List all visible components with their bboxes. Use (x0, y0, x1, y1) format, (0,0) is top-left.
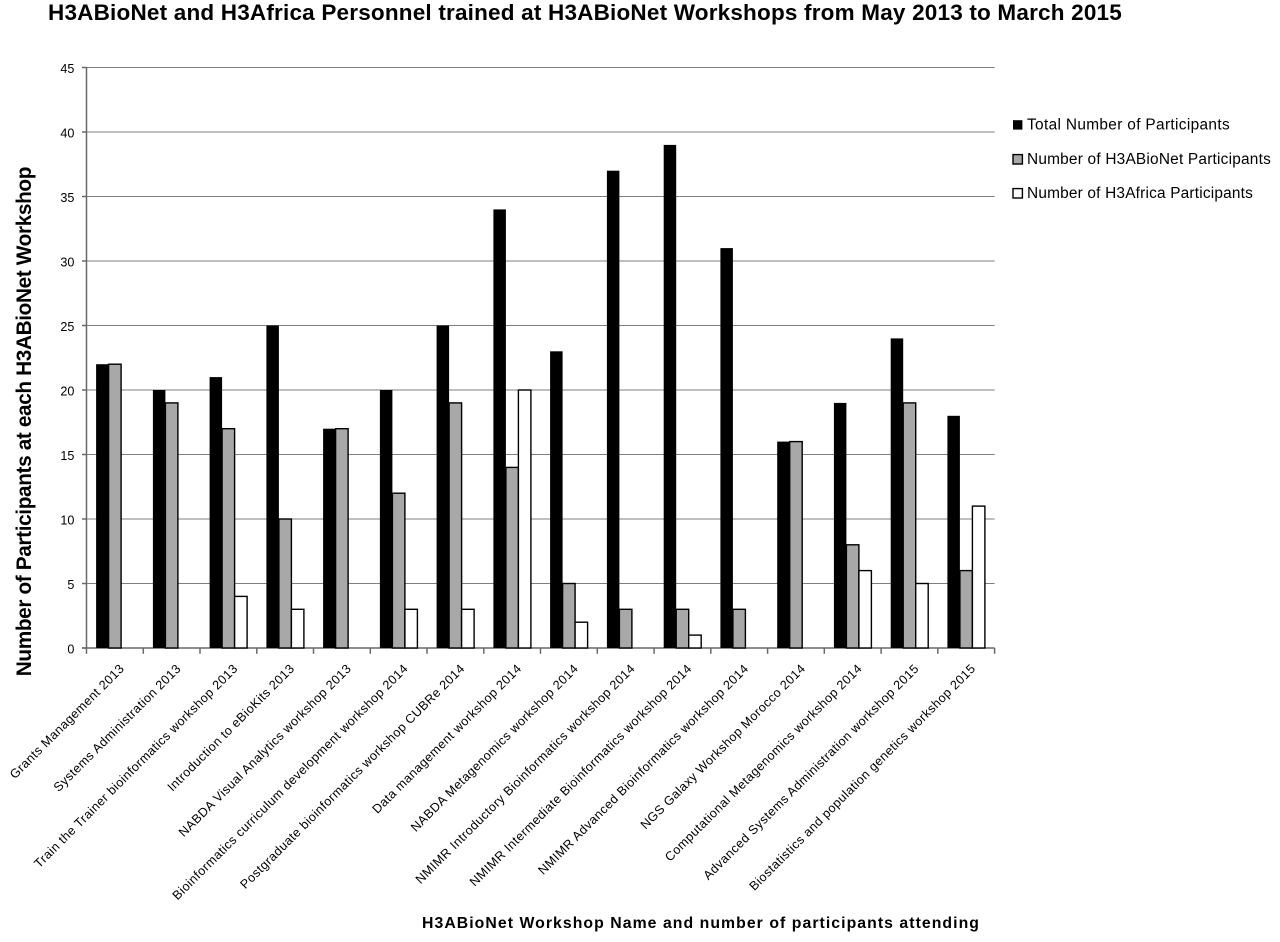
svg-text:25: 25 (60, 320, 74, 334)
svg-text:H3ABioNet Workshop Name and nu: H3ABioNet Workshop Name and number of pa… (422, 915, 980, 932)
svg-text:Total Number of Participants: Total Number of Participants (1027, 117, 1230, 134)
svg-text:30: 30 (60, 255, 74, 269)
svg-text:H3ABioNet and H3Africa Personn: H3ABioNet and H3Africa Personnel trained… (48, 0, 1122, 25)
svg-text:45: 45 (60, 62, 74, 76)
svg-text:10: 10 (60, 513, 74, 527)
svg-text:15: 15 (60, 449, 74, 463)
svg-text:20: 20 (60, 384, 74, 398)
svg-text:5: 5 (67, 578, 74, 592)
svg-text:Number of H3ABioNet Participan: Number of H3ABioNet Participants (1027, 151, 1271, 168)
svg-text:0: 0 (67, 642, 74, 656)
svg-text:35: 35 (60, 191, 74, 205)
svg-text:40: 40 (60, 126, 74, 140)
svg-text:Number of H3Africa Participant: Number of H3Africa Participants (1027, 185, 1253, 202)
svg-text:Number of Participants at eac: Number of Participants at each H3ABioNet… (13, 167, 36, 676)
